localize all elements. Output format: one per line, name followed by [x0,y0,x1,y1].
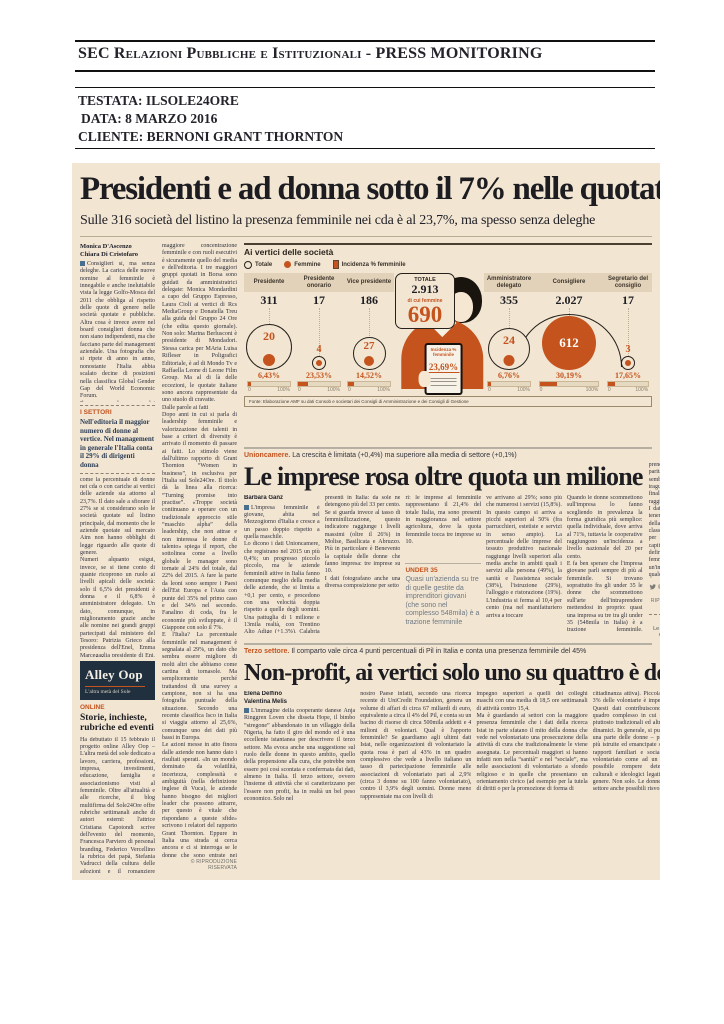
tablet-illustration: Incidenza % femminile 23,69% [418,343,463,395]
terzo-byline: Elena Delfino Valentina Melis [244,691,288,705]
main-article-column-2: maggiore concentrazione femminile e con … [162,243,237,871]
legend-incidenza-label: Incidenza % femminile [341,261,406,268]
incidenza-legend-icon [332,260,339,269]
paragraph-marker [80,261,85,267]
meta-rule-top [75,87,655,88]
copyright-line: © RIPRODUZIONE RISERVATA [190,859,237,871]
infographic: Ai vertici delle società Totale Femmine … [244,243,652,445]
legend-femmine-label: Femmine [294,261,321,268]
terzo-headline: Non-profit, ai vertici solo uno su quatt… [244,660,660,686]
unioncamere-col-3: ri: le imprese al femminile rappresentan… [405,495,482,628]
column-consigliere: Consigliere 2.027 612 30,19% 0 100% [516,273,622,393]
main-headline: Presidenti e ad donna sotto il 7% nelle … [80,171,660,207]
alley-oop-subtitle: L'altra metà del Sole [85,685,145,695]
main-subtitle: Sulle 316 società del listino la presenz… [80,213,596,228]
infographic-legend: Totale Femmine Incidenza % femminile [244,260,652,269]
online-text: Ha debuttato il 15 febbraio il progetto … [80,736,155,873]
terzo-col-3: impegno superiori a quelli dei colleghi … [476,691,588,793]
infographic-source: Fonte: Elaborazione AMF su dati Consob e… [244,396,652,407]
main-article-column-1: Monica D'Ascenzo Chiara Di Cristofaro Co… [80,243,155,873]
infographic-columns: Presidente 311 20 6,43% 0 100% Presidente… [244,273,652,395]
unioncamere-col-5: Quando le donne scommettono sull'impresa… [566,495,643,635]
clip-metadata: TESTATA: ILSOLE24ORE DATA: 8 MARZO 2016 … [78,92,652,146]
column-presidente: Presidente 311 20 6,43% 0 100% [244,273,294,393]
section-divider-1 [244,447,652,449]
onorario-bar [297,381,341,387]
terzo-col-2: nostro Paese infatti, secondo una ricerc… [360,691,472,800]
unioncamere-copyright: © RIPRODUZIONE RISERVATA [650,598,660,604]
online-label: ONLINE [80,703,105,711]
column-vice-presidente: Vice presidente 186 27 14,52% 0 100% [344,273,394,393]
femmine-legend-icon [284,261,292,268]
meta-rule-bottom [75,148,655,149]
onorario-circle: 4 [312,345,326,370]
terzo-col-4: cittadinanza attiva). Piccola curiosità,… [592,691,660,793]
presidente-bar [247,381,291,387]
ad-circle: 24 [488,328,530,370]
section-divider-2 [244,643,652,645]
legend-totale-label: Totale [255,261,273,268]
header-rule-bottom [75,70,655,72]
twitter-icon [649,584,656,590]
page-reference: A pag 40 Le «startupper» donne sono il 1… [648,614,660,644]
infographic-topline [244,243,652,245]
testata-line: TESTATA: ILSOLE24ORE [78,93,239,108]
paragraph-marker [244,708,249,714]
alley-oop-title: Alley Oop [85,666,143,682]
totale-box: TOTALE 2.913 di cui femmine 690 [395,273,455,329]
consigliere-circle: 612 [542,316,596,370]
vice-bar [347,381,391,387]
twitter-handle: @Ganz24Ore [658,584,660,590]
unioncamere-byline: Barbara Ganz [244,495,284,501]
main-article-text-1: Consiglieri sì, ma senza deleghe. La car… [80,261,155,402]
unioncamere-col-1: Barbara Ganz L'impresa femminile è giova… [244,495,320,633]
terzo-col-1: Elena Delfino Valentina Melis L'immagine… [244,691,356,803]
column-amministratore-delegato: Amministratore delegato 355 24 6,76% 0 10… [484,273,534,393]
under35-pullquote: UNDER 35 Quasi un'azienda su tre di quel… [405,563,482,628]
column-segretario: Segretario del consiglio 17 3 17,65% 0 10… [604,273,652,393]
woman-hand [418,371,431,387]
settori-label: I SETTORI [80,409,112,416]
tablet-value: 23,69% [427,362,460,373]
main-article-text-3: maggiore concentrazione femminile e con … [162,243,237,857]
settori-text: Nell'editoria il maggior numero di donne… [80,418,155,469]
online-heading: Storie, inchieste, rubriche ed eventi [80,712,154,734]
segretario-bar [606,381,650,387]
unioncamere-col-2: presenti in Italia: da sole ne detengono… [324,495,401,590]
unioncamere-col-4: ve arrivano al 29%; sono più che numeros… [486,495,562,619]
headline-divider [80,236,652,237]
terzo-settore-article: Terzo settore. Il comparto vale circa 4 … [244,647,660,875]
main-article-text-2: come la percentuale di donne nei cda o c… [80,476,155,657]
infographic-title: Ai vertici delle società [244,247,334,257]
consigliere-bar [538,381,600,387]
data-line: DATA: 8 MARZO 2016 [81,111,218,126]
unioncamere-kicker: Unioncamere. La crescita è limitata (+0,… [244,452,517,459]
newspaper-clipping: Presidenti e ad donna sotto il 7% nelle … [72,163,660,880]
right-content-area: Ai vertici delle società Totale Femmine … [244,243,660,875]
segretario-circle: 3 [621,345,635,370]
left-column-rail: Monica D'Ascenzo Chiara Di Cristofaro Co… [80,243,238,875]
ad-bar [487,381,531,387]
cliente-line: CLIENTE: BERNONI GRANT THORNTON [78,129,344,144]
presidente-circle: 20 [246,324,292,370]
paragraph-marker [244,504,249,510]
unioncamere-headline: Le imprese rosa oltre quota un milione [244,462,643,491]
tablet-label: Incidenza % femminile [430,347,457,357]
terzo-kicker: Terzo settore. Il comparto vale circa 4 … [244,648,587,655]
unioncamere-columns: Barbara Ganz L'impresa femminile è giova… [244,495,643,635]
unioncamere-article: Unioncamere. La crescita è limitata (+0,… [244,451,660,641]
settori-box: I SETTORI Nell'editoria il maggior numer… [80,405,155,474]
agency-title: SEC Relazioni Pubbliche e Istituzionali … [78,45,543,62]
totale-legend-icon [244,260,252,269]
vice-circle: 27 [352,337,386,370]
header-rule-top [75,40,655,42]
column-presidente-onorario: Presidente onorario 17 4 23,53% 0 100% [294,273,344,393]
terzo-columns: Elena Delfino Valentina Melis L'immagine… [244,691,660,869]
alley-oop-box: Alley Oop L'altra metà del Sole [80,660,155,700]
unioncamere-col-right: prenditori la parità di genere sembra es… [648,462,660,644]
main-byline: Monica D'Ascenzo Chiara Di Cristofaro [80,243,139,258]
infographic-center: TOTALE 2.913 di cui femmine 690 Incidenz… [394,273,484,395]
